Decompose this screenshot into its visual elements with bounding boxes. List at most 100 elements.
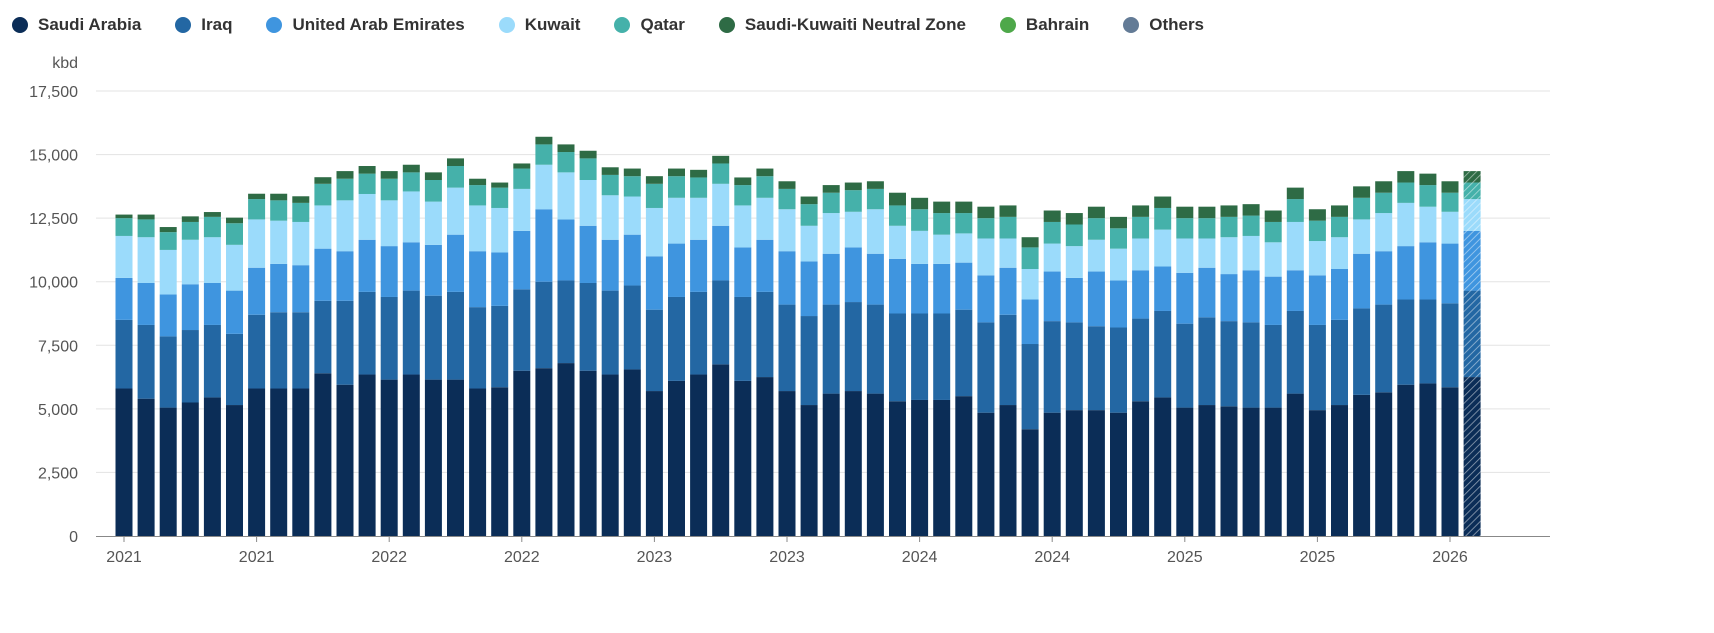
bar-segment-qatar[interactable] xyxy=(955,213,973,234)
bar-segment-saudi-arabia[interactable] xyxy=(601,374,619,536)
bar-segment-saudi-kuwaiti-neutral-zone[interactable] xyxy=(159,227,177,233)
bar-segment-iraq[interactable] xyxy=(447,291,464,380)
bar-segment-iraq[interactable] xyxy=(712,280,730,365)
bar-segment-iraq[interactable] xyxy=(402,290,420,375)
bar-segment-saudi-arabia[interactable] xyxy=(270,388,288,536)
bar-segment-kuwait[interactable] xyxy=(513,188,531,231)
bar-segment-saudi-arabia[interactable] xyxy=(336,384,354,536)
bar-segment-saudi-arabia[interactable] xyxy=(690,374,708,536)
bar-segment-iraq[interactable] xyxy=(999,314,1017,406)
bar-segment-saudi-arabia[interactable] xyxy=(1397,384,1415,536)
bar-segment-saudi-kuwaiti-neutral-zone[interactable] xyxy=(336,171,354,179)
bar-segment-kuwait[interactable] xyxy=(579,180,597,226)
bar-segment-iraq[interactable] xyxy=(380,296,398,380)
bar-segment-united-arab-emirates[interactable] xyxy=(999,267,1017,315)
bar-segment-kuwait[interactable] xyxy=(1286,221,1304,271)
bar-segment-saudi-kuwaiti-neutral-zone[interactable] xyxy=(1242,204,1260,216)
bar-segment-iraq[interactable] xyxy=(159,336,177,408)
bar-segment-united-arab-emirates[interactable] xyxy=(712,225,730,281)
bar-segment-saudi-kuwaiti-neutral-zone[interactable] xyxy=(601,167,619,175)
bar-segment-qatar[interactable] xyxy=(579,158,597,180)
bar-segment-united-arab-emirates[interactable] xyxy=(1375,251,1393,305)
bar-segment-united-arab-emirates[interactable] xyxy=(933,263,951,314)
bar-segment-saudi-kuwaiti-neutral-zone[interactable] xyxy=(1331,205,1348,217)
bar-segment-saudi-kuwaiti-neutral-zone[interactable] xyxy=(778,181,796,189)
bar-segment-qatar[interactable] xyxy=(469,185,487,206)
bar-segment-iraq[interactable] xyxy=(579,282,597,371)
bar-segment-iraq[interactable] xyxy=(1087,326,1105,411)
bar-segment-kuwait[interactable] xyxy=(1331,237,1348,269)
bar-segment-qatar[interactable] xyxy=(668,176,685,198)
bar-segment-saudi-kuwaiti-neutral-zone[interactable] xyxy=(645,176,663,184)
bar-segment-iraq[interactable] xyxy=(203,324,221,398)
bar-segment-saudi-arabia[interactable] xyxy=(1220,406,1238,536)
bar-segment-united-arab-emirates[interactable] xyxy=(911,263,929,314)
bar-segment-kuwait[interactable] xyxy=(181,239,199,285)
bar-segment-saudi-arabia[interactable] xyxy=(1353,394,1371,536)
bar-segment-iraq[interactable] xyxy=(1110,327,1127,413)
bar-segment-qatar[interactable] xyxy=(1110,228,1127,249)
bar-segment-qatar[interactable] xyxy=(447,166,464,188)
bar-segment-iraq[interactable] xyxy=(800,316,818,406)
bar-segment-saudi-arabia[interactable] xyxy=(1308,410,1326,536)
bar-segment-united-arab-emirates[interactable] xyxy=(889,258,906,314)
bar-segment-united-arab-emirates[interactable] xyxy=(270,263,288,313)
bar-segment-kuwait[interactable] xyxy=(1021,269,1039,300)
bar-segment-saudi-arabia[interactable] xyxy=(778,391,796,536)
bar-segment-saudi-arabia[interactable] xyxy=(1331,405,1348,536)
bar-segment-kuwait[interactable] xyxy=(424,201,442,245)
bar-segment-saudi-kuwaiti-neutral-zone[interactable] xyxy=(889,192,906,206)
bar-segment-kuwait[interactable] xyxy=(1242,235,1260,271)
bar-segment-kuwait[interactable] xyxy=(911,230,929,264)
bar-segment-qatar[interactable] xyxy=(115,218,133,236)
bar-segment-qatar[interactable] xyxy=(424,180,442,202)
bar-segment-kuwait[interactable] xyxy=(712,183,730,226)
bar-segment-qatar[interactable] xyxy=(800,204,818,226)
bar-segment-united-arab-emirates[interactable] xyxy=(336,251,354,301)
bar-segment-saudi-arabia[interactable] xyxy=(889,401,906,536)
bar-segment-saudi-arabia[interactable] xyxy=(955,396,973,536)
bar-segment-qatar[interactable] xyxy=(248,199,266,220)
bar-segment-saudi-arabia[interactable] xyxy=(358,374,376,536)
bar-segment-iraq[interactable] xyxy=(1132,318,1150,402)
bar-segment-united-arab-emirates[interactable] xyxy=(1286,270,1304,311)
legend-item-saudi-arabia[interactable]: Saudi Arabia xyxy=(12,15,141,35)
bar-segment-kuwait[interactable] xyxy=(1375,213,1393,252)
bar-segment-united-arab-emirates[interactable] xyxy=(668,243,685,297)
bar-segment-saudi-kuwaiti-neutral-zone[interactable] xyxy=(1286,187,1304,200)
bar-segment-iraq[interactable] xyxy=(1198,317,1216,406)
bar-segment-saudi-arabia[interactable] xyxy=(645,391,663,536)
bar-segment-saudi-kuwaiti-neutral-zone[interactable] xyxy=(800,196,818,205)
legend-item-iraq[interactable]: Iraq xyxy=(175,15,232,35)
bar-segment-iraq[interactable] xyxy=(557,280,575,364)
bar-segment-qatar[interactable] xyxy=(380,178,398,201)
bar-segment-saudi-arabia[interactable] xyxy=(513,370,531,536)
bar-segment-saudi-kuwaiti-neutral-zone[interactable] xyxy=(115,214,133,219)
bar-segment-qatar[interactable] xyxy=(778,188,796,210)
bar-segment-qatar[interactable] xyxy=(1419,185,1437,207)
bar-segment-qatar[interactable] xyxy=(292,202,310,222)
bar-segment-iraq[interactable] xyxy=(1065,322,1083,411)
bar-segment-saudi-kuwaiti-neutral-zone[interactable] xyxy=(1397,171,1415,183)
bar-segment-saudi-kuwaiti-neutral-zone[interactable] xyxy=(1198,206,1216,219)
bar-segment-qatar[interactable] xyxy=(1154,207,1172,230)
bar-segment-saudi-arabia[interactable] xyxy=(159,407,177,536)
bar-segment-kuwait[interactable] xyxy=(292,221,310,266)
bar-segment-saudi-arabia[interactable] xyxy=(491,387,509,536)
bar-segment-kuwait[interactable] xyxy=(734,205,752,248)
bar-segment-kuwait[interactable] xyxy=(336,200,354,252)
bar-segment-saudi-kuwaiti-neutral-zone[interactable] xyxy=(1375,181,1393,193)
bar-segment-iraq[interactable] xyxy=(491,305,509,388)
bar-segment-iraq[interactable] xyxy=(358,291,376,375)
bar-segment-saudi-kuwaiti-neutral-zone[interactable] xyxy=(712,155,730,164)
bar-segment-united-arab-emirates[interactable] xyxy=(1353,253,1371,309)
bar-segment-saudi-kuwaiti-neutral-zone[interactable] xyxy=(955,201,973,214)
bar-segment-united-arab-emirates[interactable] xyxy=(424,244,442,296)
bar-segment-kuwait[interactable] xyxy=(1441,211,1459,244)
bar-segment-united-arab-emirates[interactable] xyxy=(1154,266,1172,311)
bar-segment-saudi-arabia[interactable] xyxy=(1065,410,1083,536)
bar-segment-qatar[interactable] xyxy=(712,163,730,184)
bar-segment-kuwait[interactable] xyxy=(778,209,796,252)
bar-segment-saudi-kuwaiti-neutral-zone[interactable] xyxy=(690,169,708,178)
bar-segment-qatar[interactable] xyxy=(1242,215,1260,236)
